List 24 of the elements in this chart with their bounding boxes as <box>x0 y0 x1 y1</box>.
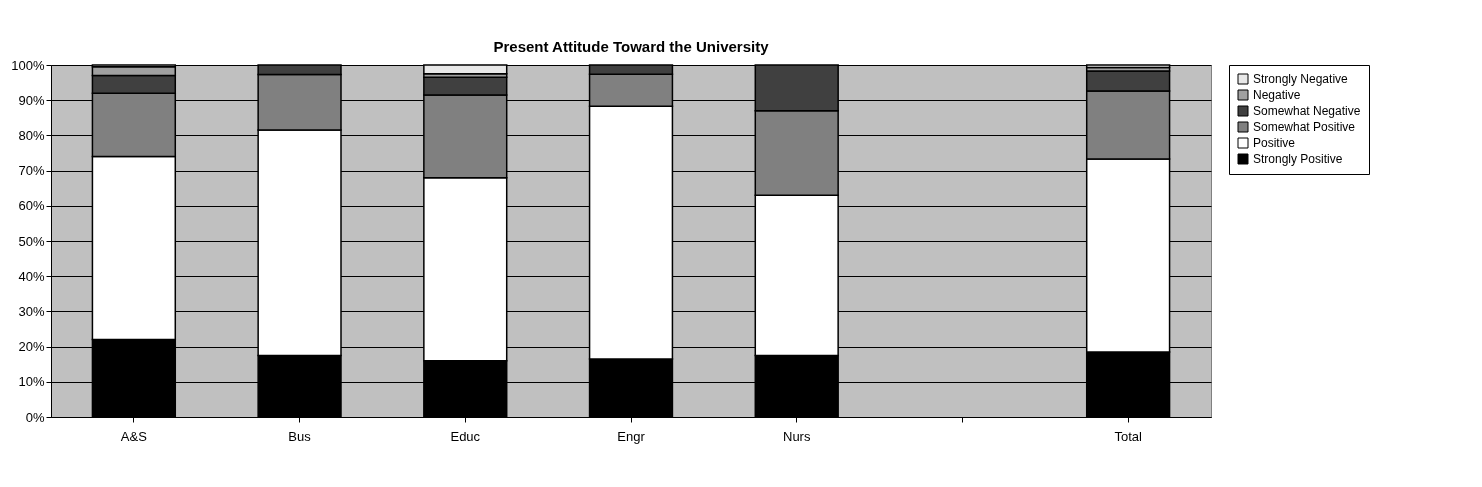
legend-label: Positive <box>1253 136 1296 150</box>
y-tick-label: 90% <box>18 92 45 108</box>
x-tick-label: Bus <box>288 428 312 444</box>
legend-label: Strongly Negative <box>1253 72 1349 86</box>
y-tick-label: 30% <box>18 303 45 319</box>
chart-title: Present Attitude Toward the University <box>493 38 770 55</box>
x-tick-label: Engr <box>617 428 646 444</box>
y-tick-label: 70% <box>18 163 45 179</box>
legend-label: Somewhat Positive <box>1253 120 1356 134</box>
y-tick-label: 20% <box>18 339 45 355</box>
y-tick-label: 80% <box>18 127 45 143</box>
y-tick-label: 10% <box>18 374 45 390</box>
x-tick-label: Nurs <box>782 428 811 444</box>
y-tick-label: 40% <box>18 268 45 284</box>
y-tick-label: 60% <box>18 198 45 214</box>
legend-label: Strongly Positive <box>1253 152 1343 166</box>
legend-label: Somewhat Negative <box>1253 104 1361 118</box>
y-tick-label: 50% <box>18 233 45 249</box>
x-tick-label: Total <box>1114 428 1142 444</box>
legend-label: Negative <box>1253 88 1301 102</box>
y-tick-label: 100% <box>11 57 45 73</box>
x-tick-label: A&S <box>120 428 148 444</box>
x-tick-label: Educ <box>450 428 481 444</box>
y-tick-label: 0% <box>25 409 45 425</box>
